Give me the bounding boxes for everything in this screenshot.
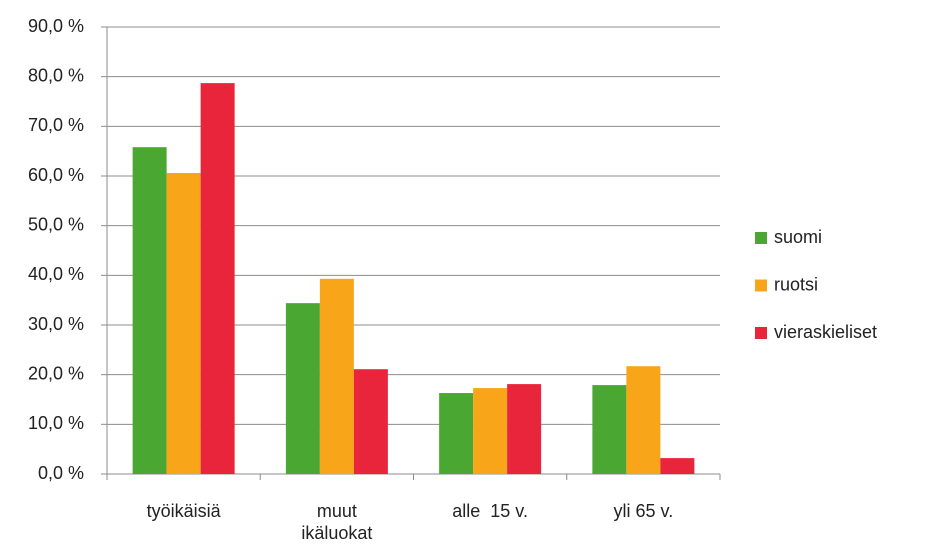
x-tick-label: työikäisiä: [146, 501, 221, 521]
bar: [660, 458, 695, 474]
legend-label: ruotsi: [774, 274, 818, 294]
y-tick-label: 80,0 %: [28, 65, 84, 85]
bar: [473, 388, 508, 474]
bar: [626, 366, 661, 474]
y-tick-label: 0,0 %: [38, 463, 84, 483]
y-tick-label: 20,0 %: [28, 363, 84, 383]
legend-swatch: [755, 232, 767, 244]
bar: [285, 303, 320, 474]
x-tick-label: muut ikäluokat: [301, 501, 373, 543]
x-tick-label: alle 15 v.: [452, 501, 528, 521]
bar: [200, 83, 235, 474]
y-tick-label: 90,0 %: [28, 16, 84, 36]
bar: [319, 278, 354, 474]
y-tick-label: 60,0 %: [28, 165, 84, 185]
legend-label: vieraskieliset: [774, 322, 877, 342]
bar: [166, 173, 201, 474]
legend-label: suomi: [774, 227, 822, 247]
y-tick-label: 10,0 %: [28, 413, 84, 433]
legend-swatch: [755, 279, 767, 292]
y-tick-label: 70,0 %: [28, 115, 84, 135]
y-tick-label: 30,0 %: [28, 314, 84, 334]
bar: [592, 385, 627, 474]
bar: [507, 384, 542, 474]
legend-swatch: [755, 327, 767, 339]
bar: [353, 369, 388, 474]
y-tick-label: 40,0 %: [28, 264, 84, 284]
x-tick-label: yli 65 v.: [613, 501, 674, 521]
bar: [132, 147, 167, 474]
y-tick-label: 50,0 %: [28, 214, 84, 234]
bar: [439, 393, 474, 474]
